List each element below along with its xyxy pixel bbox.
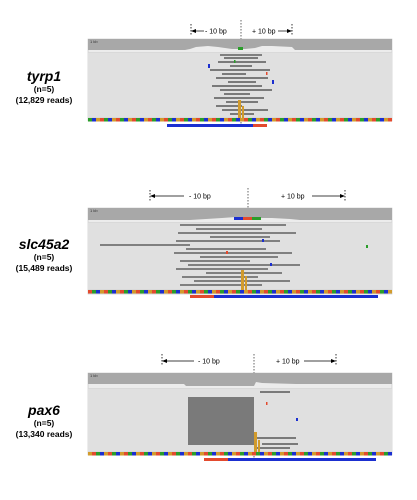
- right-bp-label: + 10 bp: [281, 194, 305, 201]
- coverage-scale: 1 kb: [90, 373, 98, 378]
- gene-label-block: tyrp1 (n=5) (12,829 reads): [4, 68, 84, 106]
- left-arrow-head: [162, 359, 167, 363]
- alignment-view-pax6: - 10 bp + 10 bp 1 kb: [87, 354, 393, 461]
- panel-slc45a2: slc45a2 (n=5) (15,489 reads) - 10 bp + 1…: [0, 168, 417, 318]
- right-bp-label: + 10 bp: [252, 29, 276, 36]
- deletion-marks: [100, 224, 300, 286]
- coverage-track: [88, 39, 392, 50]
- panel-pax6: pax6 (n=5) (13,340 reads) - 10 bp + 10 b…: [0, 336, 417, 486]
- mismatch-marks: [266, 402, 298, 421]
- gene-label-block: pax6 (n=5) (13,340 reads): [4, 402, 84, 440]
- read-count: (12,829 reads): [15, 95, 73, 105]
- left-bp-label: - 10 bp: [198, 359, 220, 366]
- pam-bar: [204, 458, 228, 461]
- gene-name: slc45a2: [18, 236, 70, 252]
- coverage-mismatch: [243, 217, 252, 220]
- guide-bar: [167, 124, 253, 127]
- reference-sequence: [88, 118, 392, 122]
- left-bp-label: - 10 bp: [205, 29, 227, 36]
- left-bp-label: - 10 bp: [189, 194, 211, 201]
- coverage-track: [88, 208, 392, 220]
- sample-count: (n=5): [33, 418, 55, 428]
- coverage-mismatch: [234, 217, 243, 220]
- read-count: (15,489 reads): [15, 263, 73, 273]
- right-arrow-head: [287, 29, 292, 33]
- sample-count: (n=5): [33, 252, 55, 262]
- right-arrow-head: [331, 359, 336, 363]
- insertion-marks: [254, 432, 260, 452]
- right-arrow-head: [340, 194, 345, 198]
- coverage-track: [88, 373, 392, 386]
- sample-count: (n=5): [33, 84, 55, 94]
- insertion-marks: [241, 270, 247, 290]
- guide-bar: [214, 295, 378, 298]
- coverage-scale: 1 kb: [90, 39, 98, 44]
- reference-sequence: [88, 452, 392, 456]
- read-stack: [88, 47, 392, 118]
- left-arrow-head: [191, 29, 196, 33]
- left-arrow-head: [150, 194, 155, 198]
- panel-tyrp1: tyrp1 (n=5) (12,829 reads) - 10 bp + 10 …: [0, 0, 417, 150]
- coverage-scale: 1 kb: [90, 208, 98, 213]
- coverage-mismatch: [252, 217, 261, 220]
- guide-bar: [228, 458, 376, 461]
- gene-name: tyrp1: [26, 68, 62, 84]
- mismatch-marks: [226, 239, 368, 266]
- deletion-marks: [210, 54, 272, 115]
- read-stack: [88, 222, 392, 290]
- reference-sequence: [88, 290, 392, 294]
- gene-label-block: slc45a2 (n=5) (15,489 reads): [4, 236, 84, 274]
- read-count: (13,340 reads): [15, 429, 73, 439]
- deletion-marks: [188, 391, 298, 449]
- read-stack: [88, 388, 392, 452]
- gene-name: pax6: [28, 402, 60, 418]
- pam-bar: [253, 124, 267, 127]
- right-bp-label: + 10 bp: [276, 359, 300, 366]
- pam-bar: [190, 295, 214, 298]
- alignment-view-slc45a2: - 10 bp + 10 bp 1 kb: [87, 188, 393, 298]
- insertion-marks: [238, 100, 244, 118]
- mismatch-marks: [208, 47, 274, 84]
- alignment-view-tyrp1: - 10 bp + 10 bp 1 kb: [87, 20, 393, 127]
